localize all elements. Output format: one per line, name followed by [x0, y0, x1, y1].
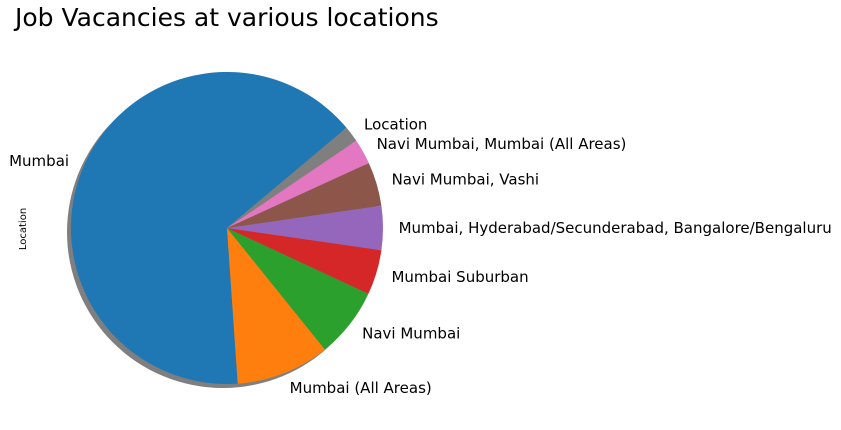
y-axis-label: Location — [18, 208, 29, 250]
slice-label-7: Location — [364, 116, 427, 134]
slice-label-6: Navi Mumbai, Mumbai (All Areas) — [377, 135, 627, 153]
pie-slice-1 — [227, 228, 325, 384]
pie-labels: Mumbai Mumbai (All Areas) Navi Mumbai Mumba… — [9, 116, 832, 397]
pie-slice-3 — [227, 228, 382, 294]
chart-title: Job Vacancies at various locations — [13, 3, 439, 32]
slice-label-4: Mumbai, Hyderabad/Secunderabad, Bangalor… — [399, 219, 832, 237]
slice-label-5: Navi Mumbai, Vashi — [392, 170, 539, 188]
pie-slices — [67, 72, 384, 388]
slice-label-3: Mumbai Suburban — [391, 268, 528, 286]
pie-slice-6 — [227, 140, 369, 228]
pie-slice-2 — [227, 228, 369, 350]
slice-label-1: Mumbai (All Areas) — [290, 379, 432, 397]
pie-slice-5 — [227, 162, 382, 228]
pie-slice-0 — [70, 72, 347, 385]
pie-slice-7 — [227, 127, 357, 228]
slice-label-2: Navi Mumbai — [362, 325, 460, 343]
pie-slice-4 — [227, 205, 384, 251]
slice-label-0: Mumbai — [9, 152, 69, 170]
